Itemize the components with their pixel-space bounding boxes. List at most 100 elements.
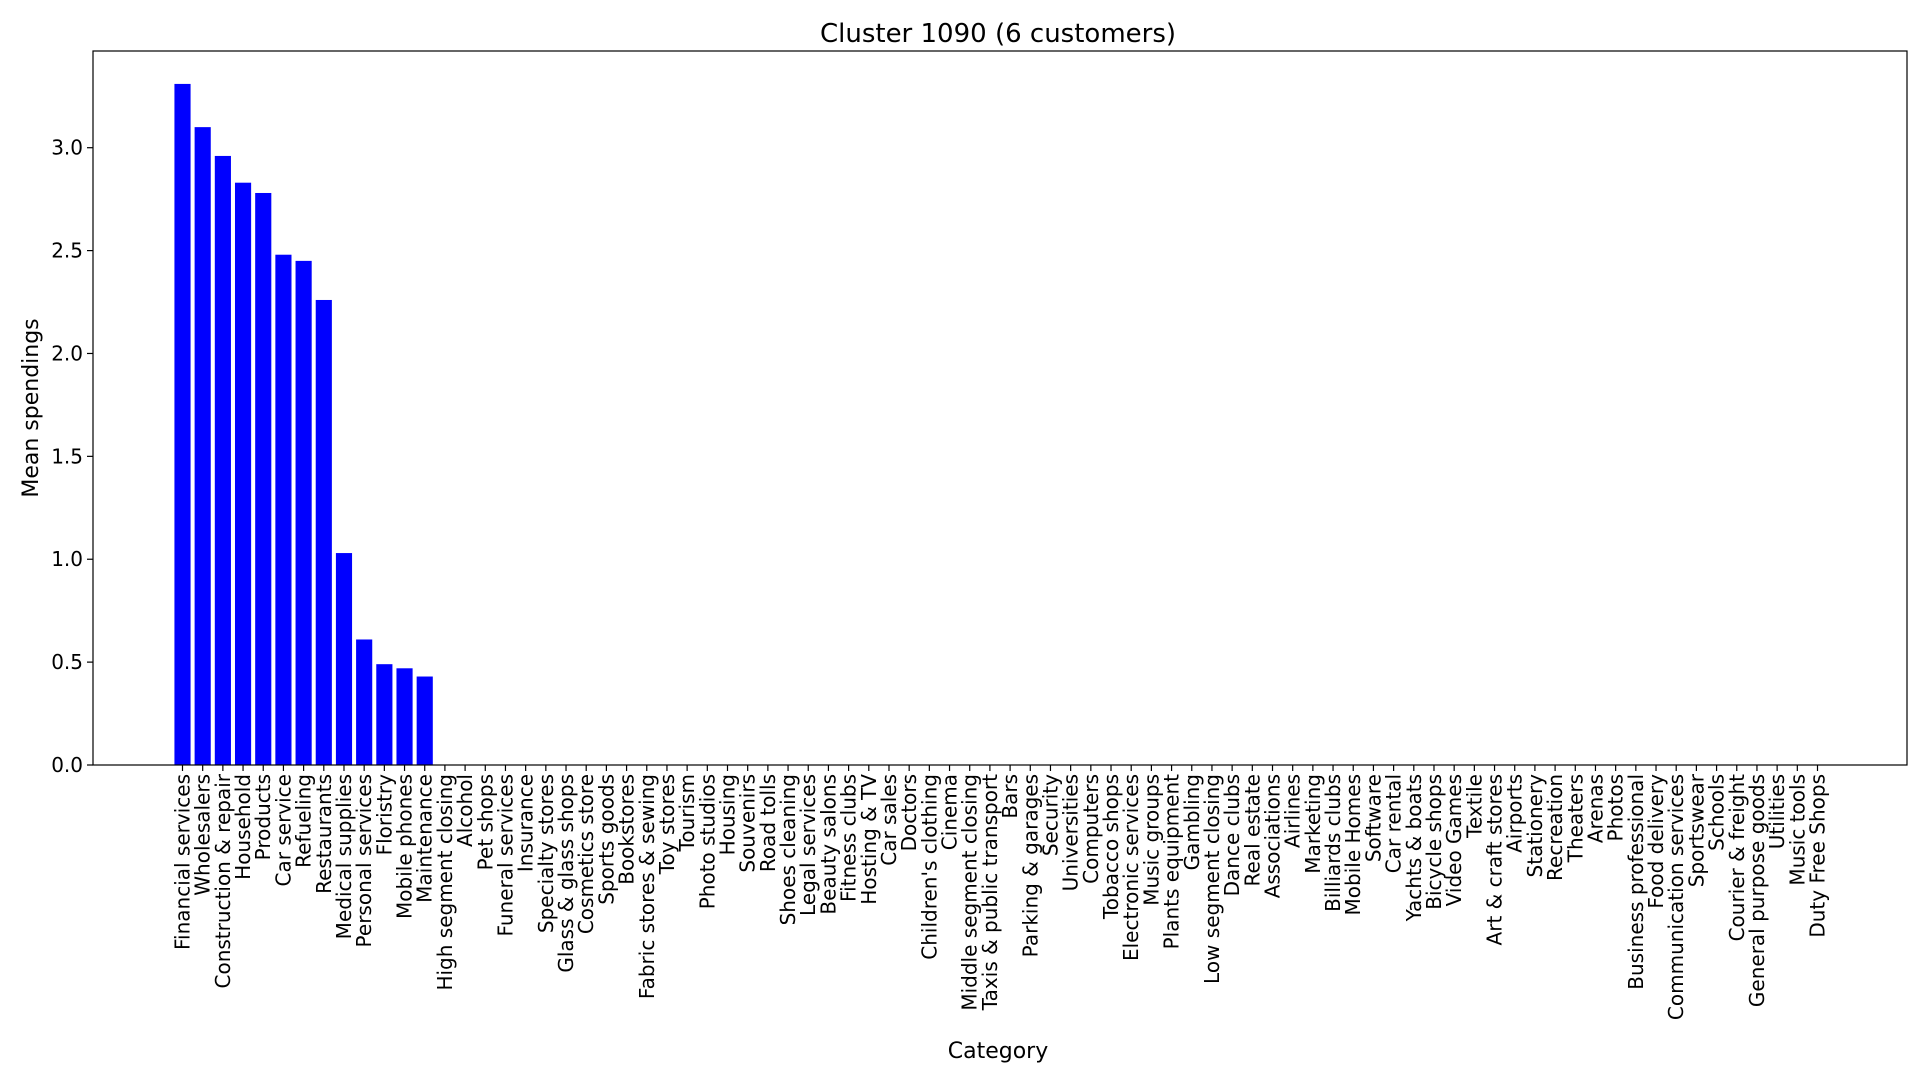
- x-tick-label: Restaurants: [312, 774, 336, 894]
- x-tick-label: Stationery: [1523, 774, 1547, 878]
- x-tick-label: Tobacco shops: [1099, 774, 1123, 920]
- x-tick-label: Schools: [1705, 774, 1729, 851]
- x-tick-label: Beauty salons: [816, 774, 840, 915]
- x-tick-label: Real estate: [1240, 774, 1264, 886]
- x-tick-label: Video Games: [1442, 774, 1466, 906]
- x-tick-label: Specialty stores: [534, 774, 558, 933]
- x-tick-label: Doctors: [897, 774, 921, 851]
- bar: [416, 676, 433, 765]
- x-tick-label: Textile: [1462, 774, 1486, 839]
- bar: [255, 192, 272, 766]
- x-tick-label: Fitness clubs: [837, 774, 861, 902]
- bar: [396, 668, 413, 765]
- x-tick-label: Electronic services: [1119, 774, 1143, 961]
- x-tick-label: Products: [251, 774, 275, 860]
- x-tick-label: Personal services: [352, 774, 376, 947]
- bar: [234, 182, 252, 765]
- x-tick-label: Souvenirs: [736, 774, 760, 873]
- x-tick-label: Sportswear: [1684, 773, 1708, 887]
- x-tick-label: Middle segment closing: [958, 774, 982, 1011]
- x-tick-label: Duty Free Shops: [1806, 774, 1830, 938]
- x-tick-label: Dance clubs: [1220, 774, 1244, 896]
- x-tick-label: Maintenance: [413, 774, 437, 903]
- x-tick-label: Communication services: [1664, 774, 1688, 1020]
- bar: [214, 155, 231, 765]
- x-tick-label: Toy stores: [655, 774, 679, 875]
- x-tick-label: Refueling: [292, 774, 316, 868]
- y-axis-label: Mean spendings: [19, 318, 44, 497]
- bars-group: [174, 83, 433, 766]
- x-tick-label: High segment closing: [433, 774, 457, 991]
- x-tick-label: Marketing: [1301, 774, 1325, 874]
- x-tick-label: Medical supplies: [332, 774, 356, 939]
- x-tick-label: Bicycle shops: [1422, 774, 1446, 910]
- x-tick-label: Household: [231, 774, 255, 880]
- bar: [174, 83, 191, 766]
- bar: [194, 127, 211, 765]
- x-tick-label: Construction & repair: [211, 773, 235, 988]
- x-tick-label: Parking & garages: [1018, 774, 1042, 957]
- x-tick-label: Hosting & TV: [857, 774, 881, 905]
- x-tick-label: Photo studios: [695, 774, 719, 909]
- bar: [295, 260, 312, 765]
- x-tick-label: Bookstores: [615, 774, 639, 885]
- x-tick-label: Children's clothing: [917, 774, 941, 960]
- x-tick-label: Courier & freight: [1725, 774, 1749, 942]
- x-tick-label: Universities: [1059, 774, 1083, 891]
- x-tick-label: Utilities: [1765, 774, 1789, 849]
- bar: [275, 254, 292, 765]
- x-tick-label: Housing: [716, 774, 740, 855]
- x-tick-label: Low segment closing: [1200, 774, 1224, 984]
- x-tick-label: Cinema: [938, 774, 962, 850]
- x-tick-label: Bars: [998, 774, 1022, 819]
- x-tick-label: Glass & glass shops: [554, 774, 578, 973]
- x-tick-label: Car service: [271, 774, 295, 886]
- plot-frame: [92, 50, 1908, 766]
- x-tick-label: Funeral services: [493, 774, 517, 937]
- x-tick-label: Recreation: [1543, 774, 1567, 881]
- x-tick-label: Wholesalers: [191, 774, 215, 896]
- bar: [315, 299, 332, 765]
- x-tick-label: General purpose goods: [1745, 774, 1769, 1007]
- x-tick-label: Art & craft stores: [1483, 774, 1507, 945]
- x-tick-label: Mobile phones: [393, 774, 417, 919]
- x-tick-label: Theaters: [1563, 774, 1587, 863]
- x-tick-label: Computers: [1079, 774, 1103, 884]
- x-tick-label: Airports: [1503, 774, 1527, 853]
- x-tick-label: Arenas: [1583, 774, 1607, 843]
- x-tick-label: Insurance: [514, 774, 538, 872]
- x-tick-label: Security: [1038, 774, 1062, 856]
- x-tick-label: Legal services: [796, 774, 820, 916]
- x-tick-label: Financial services: [171, 774, 195, 950]
- x-tick-label: Music tools: [1785, 774, 1809, 886]
- x-tick-label: Airlines: [1281, 774, 1305, 848]
- y-tick-label: 0.0: [51, 753, 83, 777]
- x-tick-label: Business professional: [1624, 774, 1648, 990]
- chart-title: Cluster 1090 (6 customers): [820, 19, 1176, 49]
- x-tick-label: Taxis & public transport: [978, 774, 1002, 1011]
- x-tick-label: Software: [1361, 774, 1385, 862]
- x-tick-label: Photos: [1604, 774, 1628, 841]
- bar: [376, 664, 393, 765]
- x-tick-label: Plants equipment: [1160, 774, 1184, 950]
- y-tick-label: 2.5: [51, 239, 83, 263]
- y-tick-label: 3.0: [51, 136, 83, 160]
- x-axis: Financial servicesWholesalersConstructio…: [171, 765, 1830, 1020]
- bar: [356, 639, 373, 765]
- x-tick-label: Shoes cleaning: [776, 774, 800, 925]
- x-tick-label: Car sales: [877, 774, 901, 866]
- y-tick-label: 2.0: [51, 341, 83, 365]
- y-tick-label: 1.0: [51, 547, 83, 571]
- x-tick-label: Fabric stores & sewing: [635, 774, 659, 999]
- x-tick-label: Billiards clubs: [1321, 774, 1345, 912]
- x-tick-label: Pet shops: [473, 774, 497, 870]
- x-axis-label: Category: [948, 1039, 1049, 1064]
- x-tick-label: Music groups: [1139, 774, 1163, 906]
- bar: [335, 553, 353, 765]
- x-tick-label: Car rental: [1382, 774, 1406, 873]
- y-axis: 0.0 0.5 1.0 1.5 2.0 2.5 3.0: [51, 136, 93, 777]
- x-tick-label: Food delivery: [1644, 774, 1668, 909]
- x-tick-label: Road tolls: [756, 774, 780, 872]
- x-tick-label: Sports goods: [594, 774, 618, 905]
